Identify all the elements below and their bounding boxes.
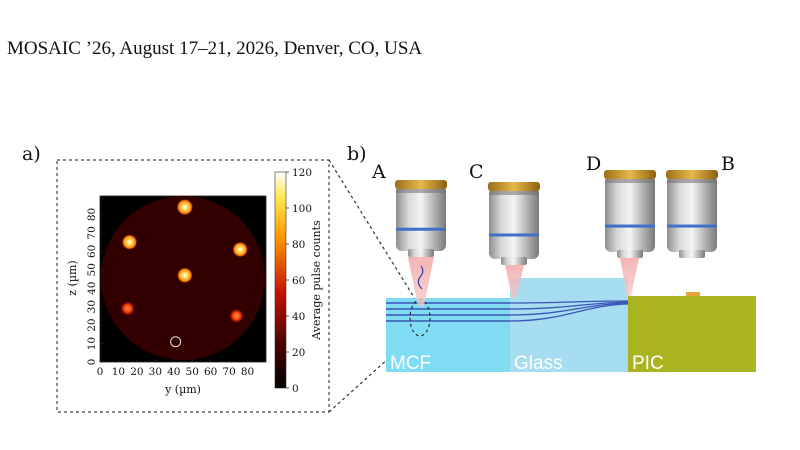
colorbar-tick-label: 20	[292, 347, 305, 359]
colorbar-tick-label: 60	[292, 275, 305, 287]
colorbar-label: Average pulse counts	[310, 220, 323, 341]
block-label-pic: PIC	[632, 353, 664, 374]
objective-label-b: B	[721, 153, 735, 175]
y-tick-label: 10	[86, 337, 98, 350]
block-label-glass: Glass	[514, 353, 563, 374]
mcf-block	[386, 298, 510, 372]
block-label-mcf: MCF	[390, 353, 431, 374]
core-spot-1	[122, 234, 138, 250]
x-tick-label: 10	[112, 366, 125, 378]
x-tick-label: 60	[204, 366, 217, 378]
x-tick-label: 70	[222, 366, 235, 378]
beam-a	[408, 257, 434, 306]
pic-pad	[686, 292, 700, 296]
panel-a-dashed-frame	[56, 159, 330, 413]
y-tick-label: 80	[86, 208, 98, 221]
core-spot-3	[177, 267, 193, 283]
x-tick-label: 40	[167, 366, 180, 378]
pic-block	[628, 296, 756, 372]
x-tick-label: 80	[241, 366, 254, 378]
objective-d	[604, 170, 656, 258]
objective-label-d: D	[586, 153, 601, 175]
x-tick-label: 20	[130, 366, 143, 378]
objective-label-a: A	[371, 161, 386, 183]
beam-d	[620, 258, 639, 296]
objective-c	[488, 182, 540, 265]
objective-label-c: C	[469, 161, 484, 183]
core-spot-4	[120, 301, 135, 316]
objective-b	[666, 170, 718, 258]
heatmap-plot: 0 10 20 30 40 50 60 70 80 0 10 20 30 40 50 60 70 80	[86, 195, 267, 378]
y-tick-label: 60	[86, 245, 98, 258]
venue-header: MOSAIC ’26, August 17–21, 2026, Denver, …	[7, 38, 423, 59]
y-tick-label: 40	[86, 282, 98, 295]
panel-b-label: b)	[347, 143, 367, 165]
glass-waveguides	[509, 300, 629, 322]
colorbar	[274, 171, 287, 389]
panel-a-label: a)	[22, 143, 41, 165]
y-tick-label: 20	[86, 318, 98, 331]
mcf-cores	[386, 302, 510, 322]
core-spot-5	[229, 309, 244, 323]
y-tick-label: 30	[86, 300, 98, 313]
y-tick-label: 50	[86, 263, 98, 276]
x-tick-label: 50	[186, 366, 199, 378]
objective-a	[395, 180, 447, 257]
colorbar-tick-label: 120	[292, 167, 312, 179]
y-tick-label: 70	[86, 226, 98, 239]
colorbar-tick-label: 80	[292, 239, 305, 251]
colorbar-tick-label: 40	[292, 311, 305, 323]
core-spot-0	[176, 199, 193, 216]
y-axis-label: z (µm)	[66, 260, 79, 295]
empty-core-marker	[170, 336, 182, 348]
x-tick-label: 30	[149, 366, 162, 378]
beam-c	[505, 265, 524, 298]
beam-a-trace	[417, 265, 424, 290]
core-spot-2	[232, 241, 248, 257]
y-tick-label: 0	[86, 359, 98, 366]
zoom-line-upper	[328, 159, 421, 308]
x-tick-label: 0	[97, 366, 104, 378]
glass-block	[510, 278, 628, 372]
x-axis-label: y (µm)	[164, 383, 201, 396]
colorbar-tick-label: 100	[292, 203, 312, 215]
colorbar-tick-label: 0	[292, 383, 299, 395]
